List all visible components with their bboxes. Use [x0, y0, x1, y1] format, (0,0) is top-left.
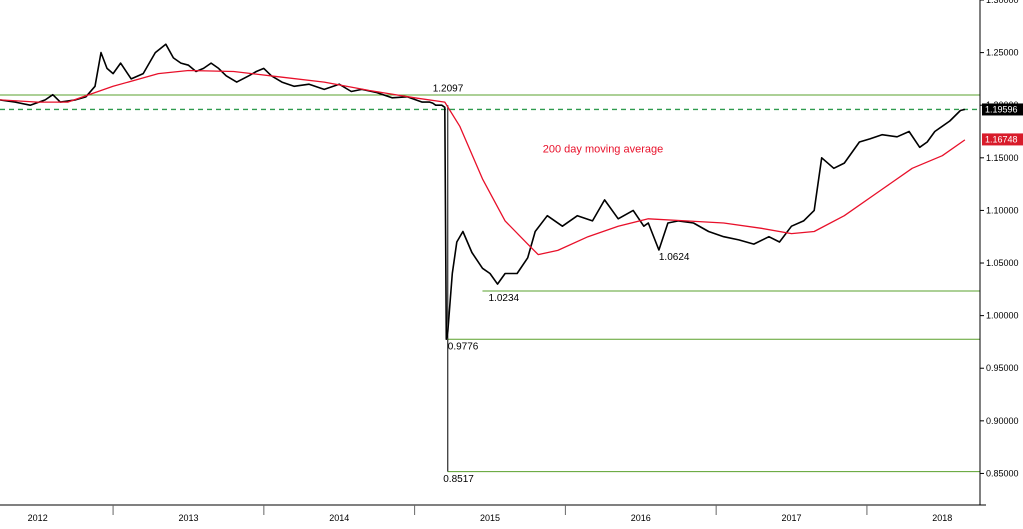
- y-ticks: 1.300001.250001.200001.150001.100001.050…: [980, 0, 1019, 478]
- y-tick-label: 1.00000: [986, 311, 1019, 321]
- y-tick-label: 0.95000: [986, 363, 1019, 373]
- y-tick-label: 1.10000: [986, 205, 1019, 215]
- price-tag-box: [982, 103, 1023, 116]
- x-tick-label: 2018: [932, 513, 952, 523]
- price-tag-label: 1.16748: [985, 134, 1018, 144]
- series-0: [0, 43, 966, 340]
- price-tag-label: 1.19596: [985, 104, 1018, 114]
- series-1: [0, 69, 966, 256]
- series-lines: [0, 43, 966, 340]
- price-tag-box: [982, 133, 1023, 146]
- x-tick-label: 2015: [480, 513, 500, 523]
- value-annotation: 1.0624: [659, 252, 690, 263]
- value-annotation: 0.8517: [443, 474, 474, 485]
- y-tick-label: 1.15000: [986, 153, 1019, 163]
- value-annotation: 0.9776: [448, 341, 479, 352]
- x-tick-label: 2012: [28, 513, 48, 523]
- moving-average-label: 200 day moving average: [543, 144, 663, 156]
- y-tick-label: 1.25000: [986, 48, 1019, 58]
- value-annotation: 1.0234: [488, 293, 519, 304]
- y-axis: 1.300001.250001.200001.150001.100001.050…: [979, 0, 1023, 505]
- x-tick-label: 2013: [178, 513, 198, 523]
- annotations: 1.2097 1.0234 0.9776 0.8517 1.0624: [433, 84, 690, 485]
- series-line-1: [0, 69, 966, 256]
- y-tick-label: 0.90000: [986, 416, 1019, 426]
- y-tick-label: 1.05000: [986, 258, 1019, 268]
- series-line-0: [0, 43, 966, 340]
- x-axis: 2012 2013 2014 2015 2016 2017 2018: [0, 504, 986, 523]
- price-tags: 1.19596 1.16748: [982, 103, 1023, 146]
- x-tick-label: 2014: [329, 513, 349, 523]
- value-annotation: 1.2097: [433, 84, 464, 95]
- plot-area: 1.2097 1.0234 0.9776 0.8517 1.0624 200 day m…: [0, 43, 980, 485]
- x-tick-label: 2016: [631, 513, 651, 523]
- y-tick-label: 1.30000: [986, 0, 1019, 5]
- y-tick-label: 0.85000: [986, 468, 1019, 478]
- x-tick-label: 2017: [782, 513, 802, 523]
- reference-lines: [0, 94, 980, 473]
- x-ticks: 2012 2013 2014 2015 2016 2017 2018: [28, 505, 952, 523]
